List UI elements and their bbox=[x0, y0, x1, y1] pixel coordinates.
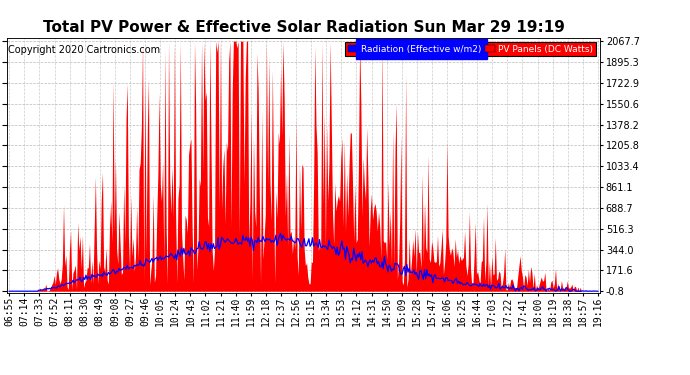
Legend: Radiation (Effective w/m2), PV Panels (DC Watts): Radiation (Effective w/m2), PV Panels (D… bbox=[345, 42, 595, 56]
Title: Total PV Power & Effective Solar Radiation Sun Mar 29 19:19: Total PV Power & Effective Solar Radiati… bbox=[43, 20, 564, 35]
Text: Copyright 2020 Cartronics.com: Copyright 2020 Cartronics.com bbox=[8, 45, 160, 55]
